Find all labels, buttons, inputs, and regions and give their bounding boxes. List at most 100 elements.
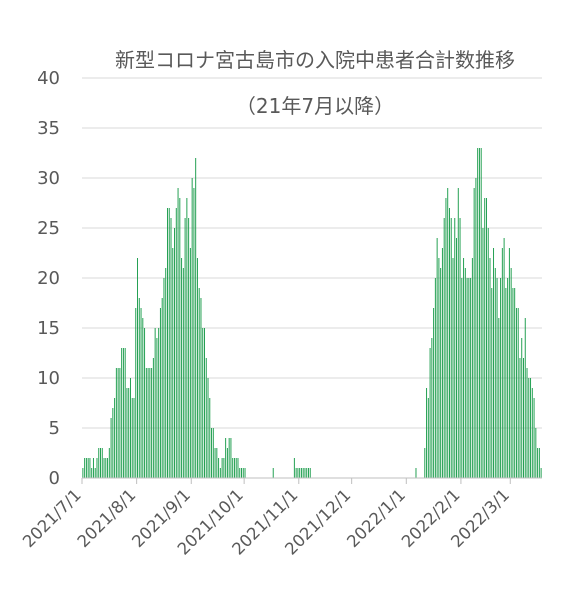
bar xyxy=(170,218,172,478)
bar xyxy=(540,468,542,478)
bar xyxy=(528,378,530,478)
bar xyxy=(500,278,502,478)
bar xyxy=(466,278,468,478)
bar xyxy=(209,398,211,478)
bar xyxy=(487,228,489,478)
bar xyxy=(459,218,461,478)
bar xyxy=(426,388,428,478)
bar xyxy=(85,458,87,478)
bar xyxy=(92,458,94,478)
bar xyxy=(138,298,140,478)
bar xyxy=(242,468,244,478)
bar xyxy=(212,428,214,478)
bar xyxy=(165,268,167,478)
bar xyxy=(461,278,463,478)
bar xyxy=(151,368,153,478)
bar xyxy=(166,208,168,478)
bar xyxy=(129,378,131,478)
bar xyxy=(145,368,147,478)
bar xyxy=(306,468,308,478)
bar xyxy=(154,328,156,478)
bar xyxy=(496,278,498,478)
bar xyxy=(204,328,205,478)
bar xyxy=(452,258,454,478)
bar xyxy=(216,448,218,478)
bar xyxy=(128,388,130,478)
bar xyxy=(307,468,309,478)
bar xyxy=(112,408,114,478)
bar xyxy=(228,438,230,478)
bar xyxy=(454,218,456,478)
bar xyxy=(226,448,228,478)
bar xyxy=(195,158,197,478)
x-axis xyxy=(81,477,542,484)
bar xyxy=(477,148,479,478)
bar xyxy=(198,288,200,478)
bar xyxy=(239,468,241,478)
bar xyxy=(233,458,235,478)
bar xyxy=(484,198,486,478)
bar xyxy=(304,468,306,478)
bar xyxy=(463,258,465,478)
bar xyxy=(468,278,470,478)
bar xyxy=(445,198,447,478)
bar xyxy=(457,188,459,478)
x-axis-ticks: 2021/7/12021/8/12021/9/12021/10/12021/11… xyxy=(19,485,513,558)
bar xyxy=(478,148,480,478)
bar xyxy=(223,458,225,478)
bar xyxy=(530,378,532,478)
bar xyxy=(175,208,177,478)
bar xyxy=(191,178,193,478)
bar xyxy=(473,188,475,478)
bar xyxy=(156,338,158,478)
bar xyxy=(493,248,495,478)
bar xyxy=(300,468,302,478)
bar xyxy=(188,218,190,478)
bar xyxy=(415,468,417,478)
bar xyxy=(533,398,535,478)
bar xyxy=(498,318,500,478)
bar xyxy=(434,278,436,478)
bar xyxy=(235,458,237,478)
bar xyxy=(117,368,119,478)
bar xyxy=(158,328,160,478)
bar xyxy=(431,338,433,478)
bar xyxy=(471,258,473,478)
bar xyxy=(521,338,523,478)
bar xyxy=(121,348,123,478)
bar xyxy=(163,278,165,478)
bar xyxy=(537,448,539,478)
bar xyxy=(152,358,154,478)
bar xyxy=(438,258,440,478)
bar xyxy=(237,458,239,478)
bar xyxy=(202,328,204,478)
bar xyxy=(161,298,163,478)
bar xyxy=(232,458,234,478)
bar xyxy=(244,468,246,478)
bar xyxy=(515,308,517,478)
bar xyxy=(424,448,426,478)
bar xyxy=(427,398,429,478)
bar xyxy=(501,248,503,478)
bar xyxy=(433,308,435,478)
bar xyxy=(535,428,537,478)
bar xyxy=(218,458,220,478)
bar xyxy=(179,198,181,478)
bar xyxy=(503,238,505,478)
y-tick-label: 25 xyxy=(37,218,60,239)
bar xyxy=(174,228,176,478)
bar xyxy=(124,348,126,478)
bar xyxy=(193,188,195,478)
chart-title: 新型コロナ宮古島市の入院中患者合計数推移 xyxy=(115,48,515,72)
bar xyxy=(91,468,93,478)
bar xyxy=(219,468,221,478)
bar xyxy=(214,448,216,478)
bar xyxy=(429,348,431,478)
bar xyxy=(131,398,133,478)
bar xyxy=(159,308,161,478)
bar xyxy=(299,468,301,478)
bar xyxy=(177,188,179,478)
bar xyxy=(450,218,452,478)
bar xyxy=(196,258,198,478)
